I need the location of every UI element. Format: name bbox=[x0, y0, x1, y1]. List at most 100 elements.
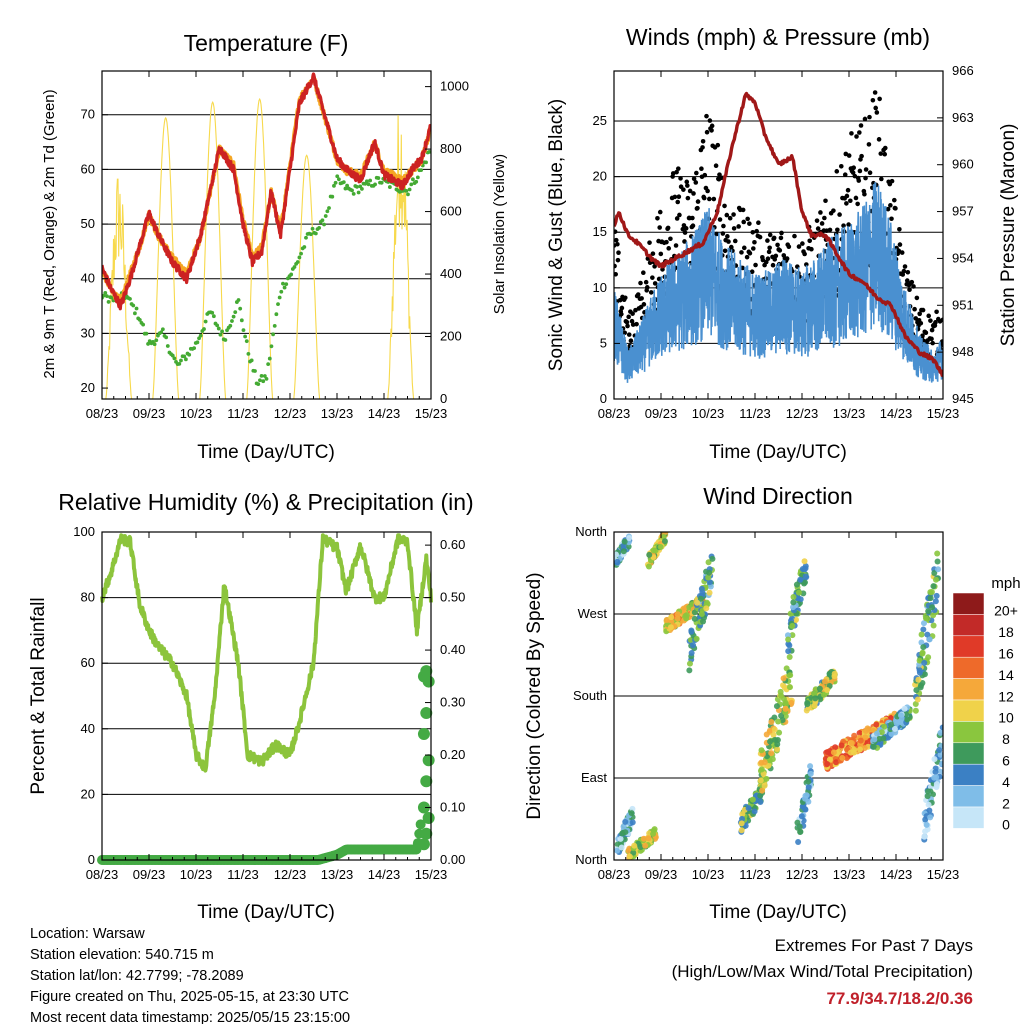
gust-point bbox=[929, 327, 935, 333]
gust-point bbox=[699, 166, 704, 172]
dewpoint-point bbox=[192, 346, 197, 350]
direction-point bbox=[618, 844, 625, 851]
direction-point bbox=[620, 548, 627, 555]
y-right-tick-label: 0 bbox=[440, 391, 447, 406]
direction-point bbox=[680, 605, 687, 612]
direction-point bbox=[881, 723, 888, 730]
y-tick-label: 100 bbox=[73, 524, 95, 539]
gust-point bbox=[834, 169, 840, 174]
gust-point bbox=[717, 217, 723, 222]
dewpoint-point bbox=[297, 255, 302, 260]
gust-point bbox=[857, 168, 863, 174]
direction-point bbox=[758, 766, 765, 773]
direction-point bbox=[862, 728, 869, 735]
y-right-tick-label: 966 bbox=[952, 63, 974, 78]
dewpoint-point bbox=[343, 186, 348, 191]
direction-point bbox=[925, 654, 932, 661]
direction-point bbox=[934, 558, 941, 565]
y-right-tick-label: 1000 bbox=[440, 79, 469, 94]
gust-point bbox=[765, 256, 771, 262]
gust-point bbox=[926, 313, 932, 319]
dewpoint-point bbox=[177, 361, 182, 366]
gust-point bbox=[638, 280, 643, 286]
x-tick-label: 09/23 bbox=[133, 406, 166, 421]
direction-point bbox=[934, 550, 941, 557]
dewpoint-point bbox=[364, 179, 369, 184]
y-right-tick-label: 960 bbox=[952, 157, 974, 172]
direction-point bbox=[920, 626, 927, 633]
direction-point bbox=[804, 701, 811, 708]
x-tick-label: 12/23 bbox=[786, 867, 819, 882]
gust-point bbox=[619, 305, 625, 311]
direction-point bbox=[839, 754, 846, 761]
direction-point bbox=[780, 675, 787, 682]
humidity-x-label: Time (Day/UTC) bbox=[197, 902, 335, 923]
gust-point bbox=[876, 137, 882, 142]
y-right-tick-label: 954 bbox=[952, 250, 974, 265]
gust-point bbox=[709, 128, 714, 133]
dewpoint-point bbox=[246, 351, 251, 356]
y-right-tick-label: 600 bbox=[440, 204, 462, 219]
gust-point bbox=[846, 222, 851, 227]
y-tick-label: 20 bbox=[81, 786, 95, 801]
gust-point bbox=[819, 221, 825, 226]
gust-point bbox=[677, 212, 682, 218]
direction-point bbox=[939, 724, 943, 731]
dewpoint-point bbox=[160, 327, 165, 332]
station-pressure-line bbox=[614, 91, 943, 378]
dewpoint-point bbox=[134, 306, 139, 311]
direction-point bbox=[781, 684, 788, 691]
direction-point bbox=[688, 628, 695, 635]
direction-point bbox=[912, 701, 919, 708]
precip-point bbox=[422, 754, 435, 767]
y-right-tick-label: 0.30 bbox=[440, 695, 465, 710]
gust-point bbox=[775, 242, 780, 248]
gust-point bbox=[739, 250, 744, 255]
gust-point bbox=[892, 197, 897, 203]
temperature-x-label: Time (Day/UTC) bbox=[197, 442, 335, 463]
gust-point bbox=[872, 90, 878, 95]
x-tick-label: 13/23 bbox=[321, 867, 354, 882]
legend-label: 4 bbox=[1002, 774, 1010, 790]
dewpoint-point bbox=[170, 353, 175, 358]
y-tick-label: South bbox=[573, 688, 607, 703]
gust-point bbox=[778, 235, 784, 241]
direction-point bbox=[921, 671, 928, 678]
gust-point bbox=[835, 227, 840, 233]
dewpoint-point bbox=[164, 335, 169, 340]
direction-point bbox=[706, 589, 713, 596]
gust-point bbox=[700, 139, 706, 144]
gust-point bbox=[615, 241, 620, 247]
direction-point bbox=[763, 731, 770, 738]
gust-point bbox=[920, 333, 925, 338]
y-tick-label: 60 bbox=[81, 161, 95, 176]
direction-point bbox=[758, 747, 765, 754]
gust-point bbox=[770, 262, 776, 268]
gust-point bbox=[678, 176, 683, 181]
gust-point bbox=[676, 194, 682, 200]
dewpoint-point bbox=[198, 333, 203, 338]
direction-point bbox=[767, 738, 774, 745]
gust-point bbox=[744, 254, 750, 260]
gust-point bbox=[614, 237, 619, 243]
gust-point bbox=[911, 284, 916, 289]
dewpoint-point bbox=[253, 369, 257, 373]
direction-point bbox=[739, 815, 746, 822]
legend-swatch bbox=[952, 699, 985, 722]
direction-point bbox=[918, 639, 925, 646]
direction-point bbox=[614, 847, 621, 854]
legend-swatch bbox=[952, 721, 985, 744]
direction-point bbox=[933, 774, 940, 781]
direction-point bbox=[667, 624, 674, 631]
dewpoint-point bbox=[332, 183, 336, 188]
direction-point bbox=[835, 748, 842, 755]
legend-label: 6 bbox=[1002, 753, 1010, 769]
direction-point bbox=[922, 615, 929, 622]
humidity-title: Relative Humidity (%) & Precipitation (i… bbox=[58, 489, 473, 515]
direction-point bbox=[785, 636, 792, 643]
gust-point bbox=[867, 114, 872, 120]
gust-point bbox=[740, 207, 746, 213]
x-tick-label: 09/23 bbox=[645, 406, 678, 421]
x-tick-label: 10/23 bbox=[692, 406, 725, 421]
